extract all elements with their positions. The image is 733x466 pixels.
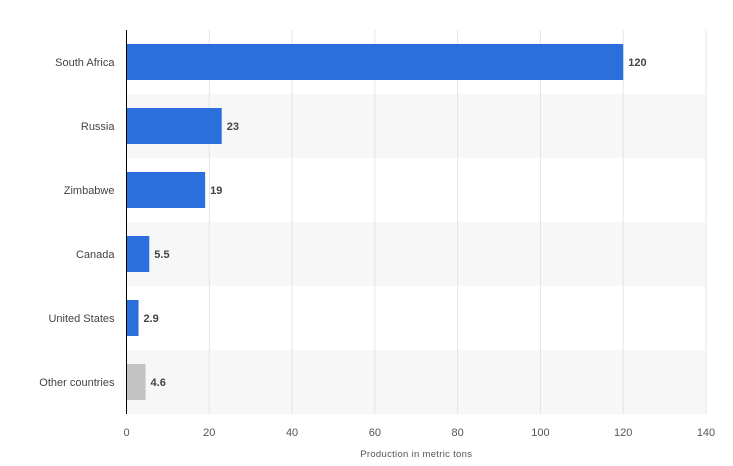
data-label: 2.9 xyxy=(144,313,159,325)
row-band xyxy=(126,350,706,414)
category-label: United States xyxy=(48,313,115,325)
x-tick-label: 40 xyxy=(286,427,298,439)
category-label: Other countries xyxy=(39,377,115,389)
category-label: South Africa xyxy=(55,57,115,69)
bar-united-states[interactable] xyxy=(126,300,139,336)
data-label: 23 xyxy=(227,121,239,133)
x-axis-title: Production in metric tons xyxy=(360,449,472,460)
row-band xyxy=(126,94,706,158)
bar-russia[interactable] xyxy=(126,108,222,144)
category-label: Russia xyxy=(81,121,116,133)
data-label: 19 xyxy=(210,185,222,197)
x-tick-label: 0 xyxy=(123,427,129,439)
x-tick-label: 20 xyxy=(203,427,215,439)
data-label: 5.5 xyxy=(154,249,169,261)
x-tick-label: 140 xyxy=(697,427,715,439)
category-label: Zimbabwe xyxy=(64,185,115,197)
bars xyxy=(126,44,624,400)
row-bands xyxy=(126,94,706,414)
x-tick-label: 60 xyxy=(369,427,381,439)
x-tick-label: 100 xyxy=(531,427,549,439)
bar-other-countries[interactable] xyxy=(126,364,146,400)
bar-zimbabwe[interactable] xyxy=(126,172,206,208)
data-label: 4.6 xyxy=(151,377,166,389)
x-axis-ticks: 0 20 40 60 80 100 120 140 xyxy=(123,427,715,439)
bar-canada[interactable] xyxy=(126,236,150,272)
row-band xyxy=(126,222,706,286)
bar-south-africa[interactable] xyxy=(126,44,624,80)
category-labels: South Africa Russia Zimbabwe Canada United S… xyxy=(39,57,115,389)
x-tick-label: 80 xyxy=(452,427,464,439)
category-label: Canada xyxy=(76,249,115,261)
x-tick-label: 120 xyxy=(614,427,632,439)
gridlines xyxy=(208,30,707,414)
data-label: 120 xyxy=(628,57,646,69)
value-labels: 120 23 19 5.5 2.9 4.6 xyxy=(144,57,647,389)
